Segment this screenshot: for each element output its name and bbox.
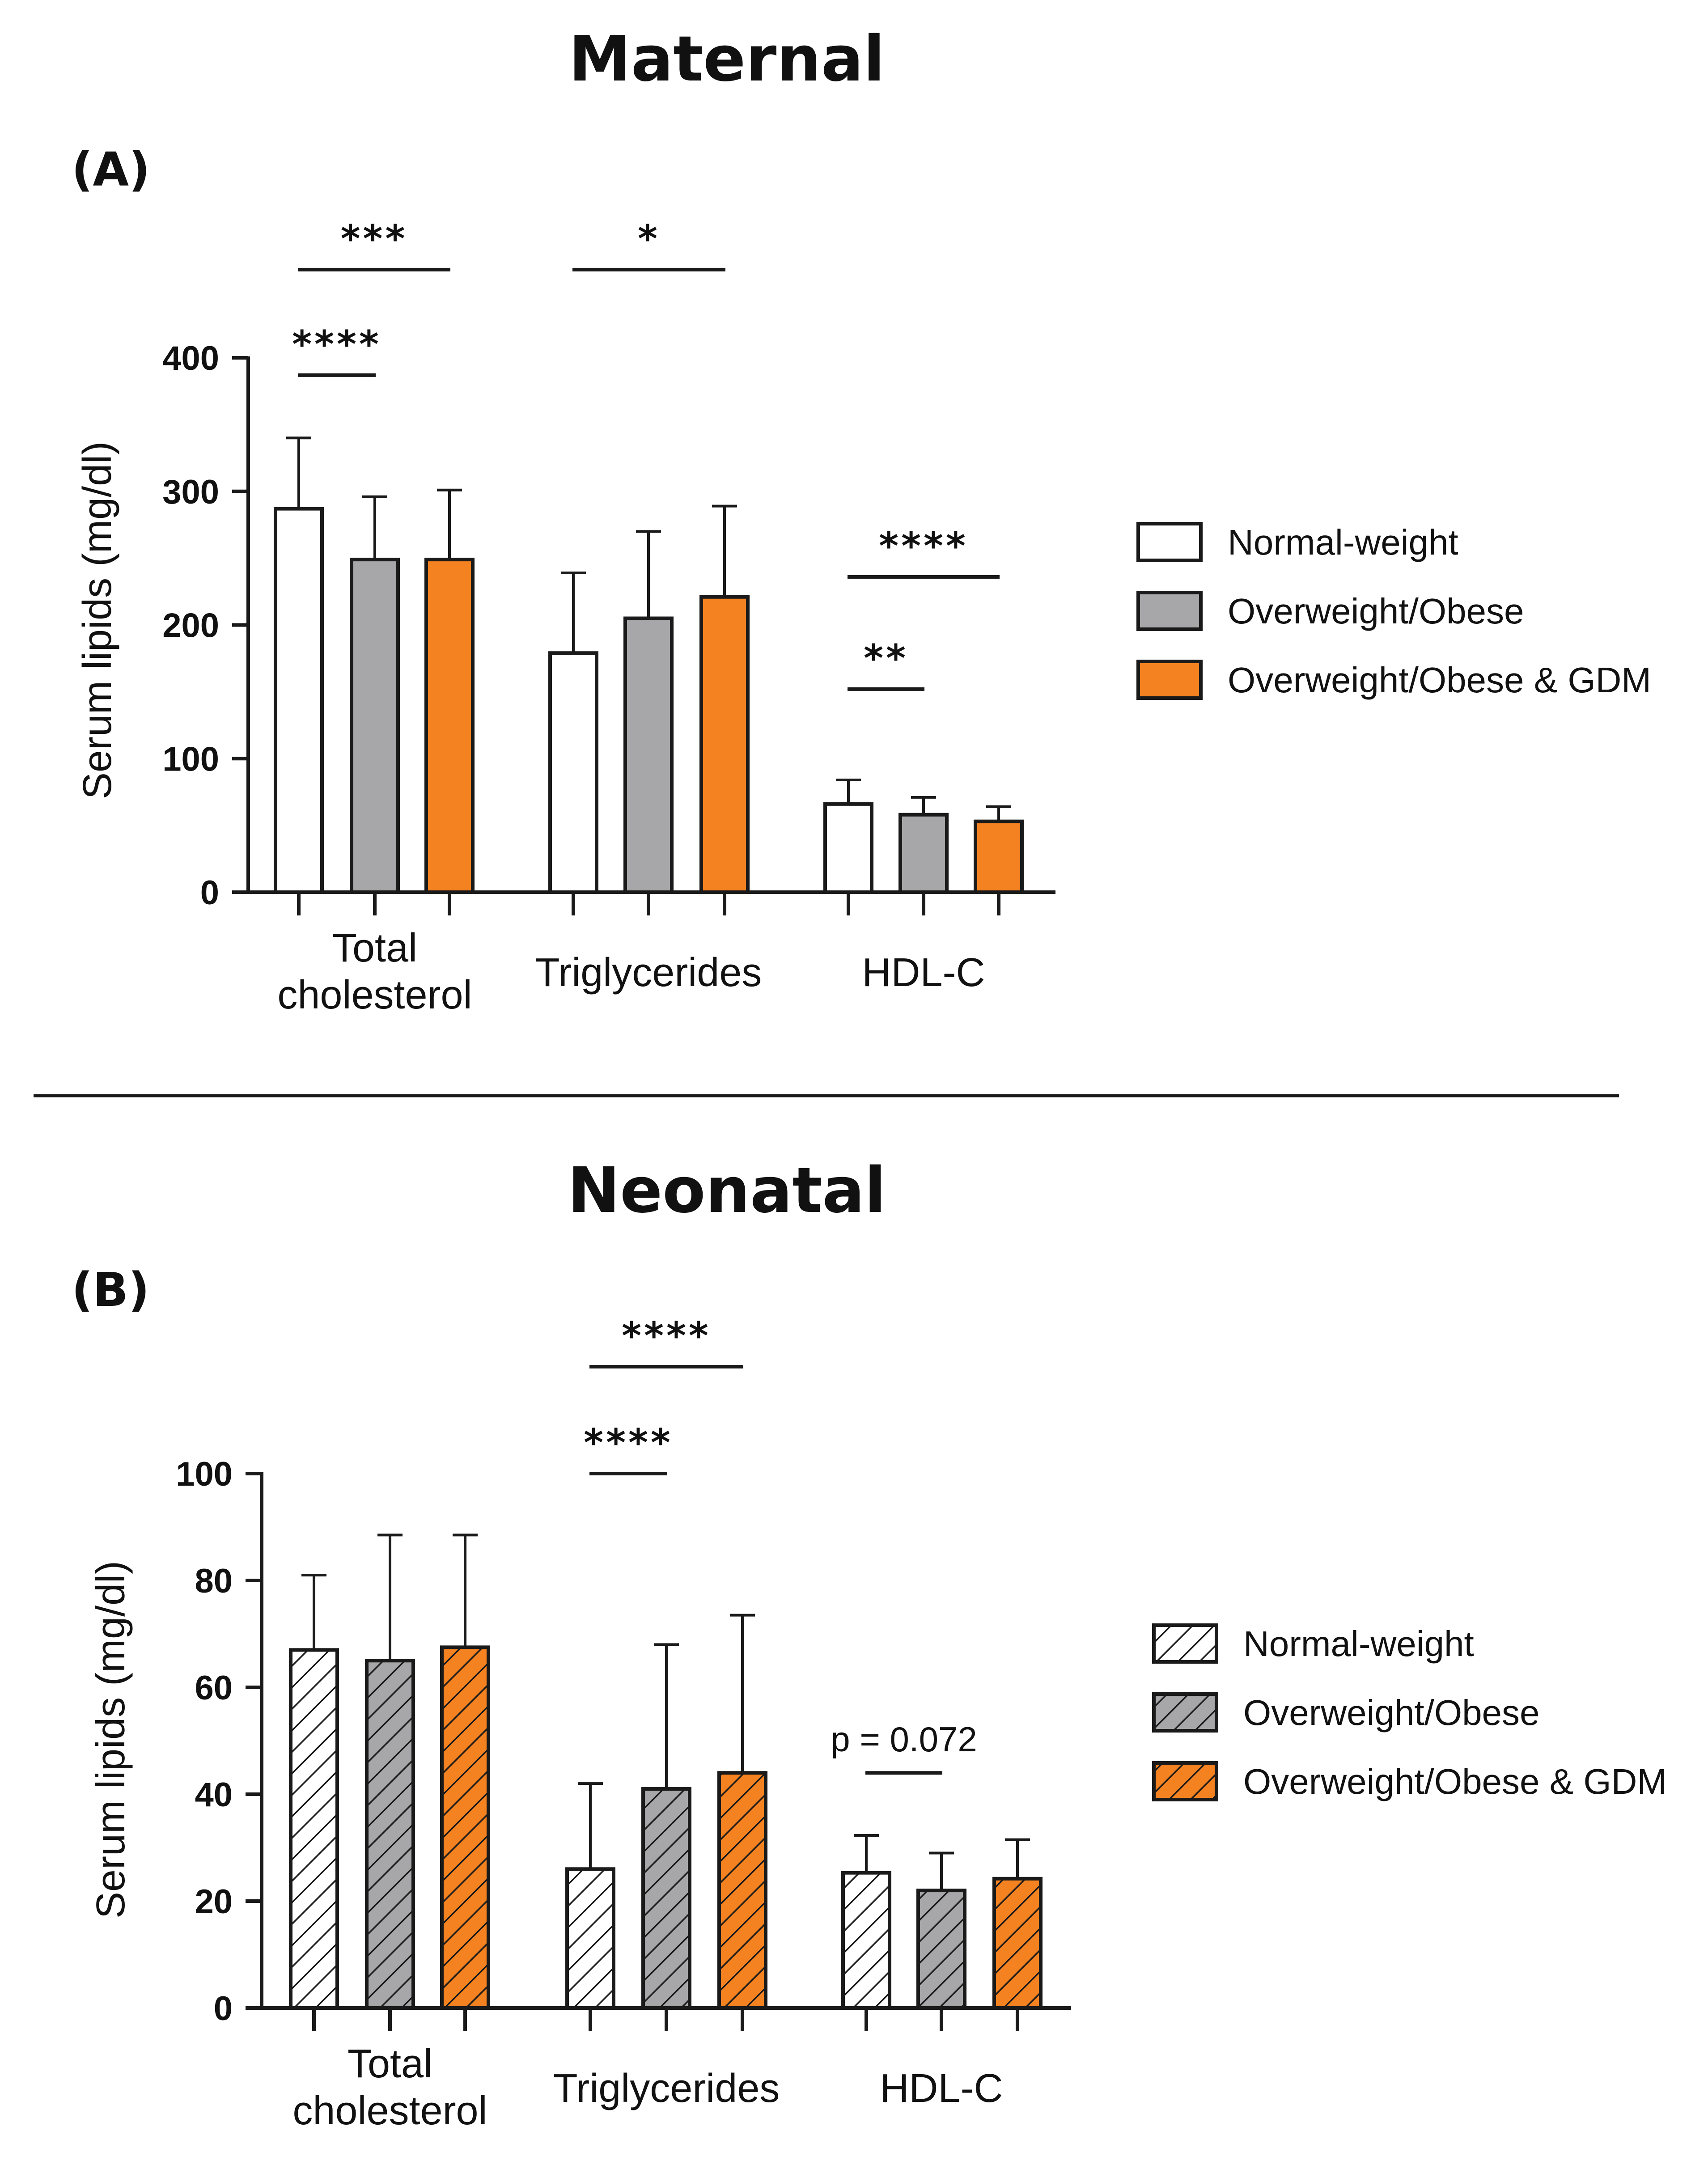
bar xyxy=(565,1867,615,2010)
panel-b-annotations: **** **** p = 0.072 xyxy=(584,1314,977,1775)
panel-b-title: Neonatal xyxy=(568,1154,886,1227)
significance-label: **** xyxy=(622,1314,711,1358)
y-tick-label: 40 xyxy=(195,1776,233,1814)
bar xyxy=(350,558,400,894)
y-tick-label: 60 xyxy=(195,1669,233,1707)
legend-swatch xyxy=(1136,591,1203,631)
legend-swatch xyxy=(1152,1692,1218,1733)
panel-maternal: Maternal (A) Serum lipids (mg/dl) 0 100 20… xyxy=(72,23,1651,1017)
bar xyxy=(841,1871,891,2010)
panel-a-bars xyxy=(274,436,1024,894)
category-label: Triglycerides xyxy=(535,950,762,995)
y-tick-label: 100 xyxy=(162,740,219,778)
significance-label: ** xyxy=(864,636,908,680)
significance-label: **** xyxy=(584,1421,673,1465)
panel-a-title: Maternal xyxy=(569,23,885,96)
significance-label: **** xyxy=(879,524,968,568)
panel-b-bars xyxy=(289,1534,1043,2010)
significance-label: * xyxy=(638,217,660,261)
y-tick-label: 20 xyxy=(195,1883,233,1921)
panel-a-ylabel: Serum lipids (mg/dl) xyxy=(75,441,120,799)
y-tick-label: 0 xyxy=(214,1990,233,2028)
bar xyxy=(623,616,674,894)
panel-b-legend: Normal-weight Overweight/Obese Overweight/… xyxy=(1152,1623,1667,1801)
panel-b-label: (B) xyxy=(72,1262,149,1317)
significance-label: p = 0.072 xyxy=(831,1720,977,1759)
y-tick-label: 0 xyxy=(200,874,219,912)
legend-swatch xyxy=(1152,1761,1218,1801)
legend-label: Overweight/Obese xyxy=(1243,1693,1540,1733)
legend-label: Normal-weight xyxy=(1243,1624,1474,1664)
panel-a-label: (A) xyxy=(72,142,150,197)
bar xyxy=(365,1659,415,2010)
legend-swatch xyxy=(1152,1623,1218,1664)
legend-label: Overweight/Obese & GDM xyxy=(1228,660,1651,700)
category-label: Total xyxy=(332,926,417,970)
category-label: cholesterol xyxy=(292,2089,487,2133)
bar xyxy=(717,1771,767,2010)
category-label: cholesterol xyxy=(277,973,472,1017)
y-tick-label: 300 xyxy=(162,473,219,511)
bar xyxy=(699,595,750,894)
significance-label: **** xyxy=(292,322,381,366)
bar xyxy=(289,1648,339,2010)
legend-label: Overweight/Obese xyxy=(1228,591,1524,631)
bar xyxy=(641,1787,691,2010)
category-label: Total xyxy=(348,2042,432,2086)
bar xyxy=(440,1645,490,2010)
legend-swatch xyxy=(1136,660,1203,700)
panel-b-ylabel: Serum lipids (mg/dl) xyxy=(89,1561,133,1919)
bar xyxy=(274,507,324,894)
bar xyxy=(548,651,598,894)
panel-a-legend: Normal-weight Overweight/Obese Overweight/… xyxy=(1136,522,1651,700)
category-label: HDL-C xyxy=(862,950,985,995)
bar xyxy=(899,813,949,894)
y-tick-label: 80 xyxy=(195,1562,233,1600)
bar xyxy=(823,802,873,894)
y-tick-label: 200 xyxy=(162,607,219,645)
legend-label: Overweight/Obese & GDM xyxy=(1243,1762,1667,1801)
y-tick-label: 400 xyxy=(162,339,219,377)
category-label: Triglycerides xyxy=(553,2066,780,2111)
legend-swatch xyxy=(1136,522,1203,562)
bar xyxy=(992,1877,1043,2010)
panel-a-annotations: ******* ******* xyxy=(292,217,1000,691)
y-tick-label: 100 xyxy=(176,1455,233,1493)
panel-neonatal: Neonatal (B) Serum lipids (mg/dl) 0 20 40 6… xyxy=(72,1154,1667,2133)
significance-label: *** xyxy=(341,217,408,261)
bar xyxy=(916,1889,966,2010)
bar xyxy=(974,819,1024,894)
bar xyxy=(424,558,475,894)
category-label: HDL-C xyxy=(880,2066,1003,2111)
legend-label: Normal-weight xyxy=(1228,522,1458,562)
